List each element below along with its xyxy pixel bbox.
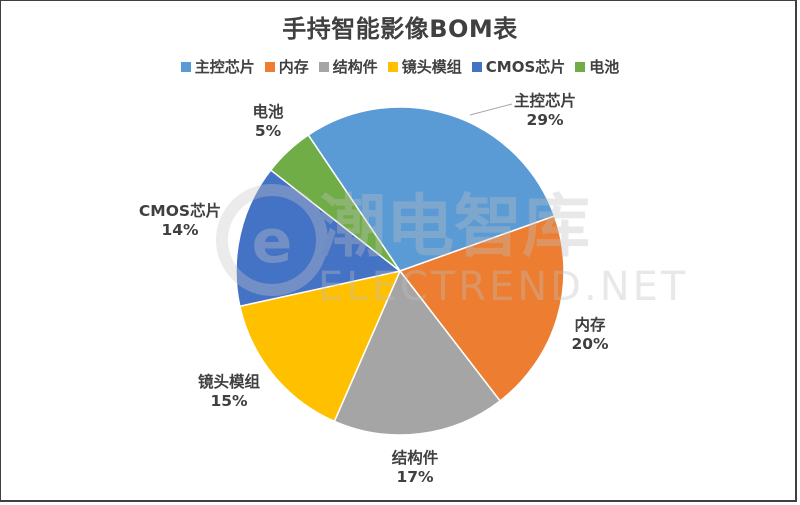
legend-label: CMOS芯片 <box>485 58 566 76</box>
label-name: 主控芯片 <box>513 92 577 110</box>
data-label-memory: 内存 20% <box>571 316 608 354</box>
legend-item-battery[interactable]: 电池 <box>575 56 619 77</box>
label-name: 电池 <box>252 103 284 121</box>
svg-text:潮电智库: 潮电智库 <box>318 188 590 267</box>
legend-label: 电池 <box>589 58 620 76</box>
label-pct: 15% <box>210 392 248 410</box>
label-name: 结构件 <box>391 449 439 467</box>
label-name: CMOS芯片 <box>138 202 222 220</box>
svg-text:e: e <box>252 207 293 277</box>
pie-slices <box>235 106 565 436</box>
data-label-battery: 电池 5% <box>252 103 283 141</box>
legend-item-main-chip[interactable]: 主控芯片 <box>180 56 255 77</box>
data-label-main-chip: 主控芯片 29% <box>514 92 576 130</box>
legend-label: 结构件 <box>332 58 378 76</box>
legend-item-cmos[interactable]: CMOS芯片 <box>471 56 566 77</box>
legend-swatch <box>318 61 329 72</box>
label-pct: 20% <box>571 335 609 353</box>
data-label-cmos: CMOS芯片 14% <box>139 202 221 240</box>
leader-line <box>469 103 513 116</box>
chart-title: 手持智能影像BOM表 <box>282 15 518 43</box>
legend-label: 主控芯片 <box>194 58 255 76</box>
label-pct: 17% <box>396 468 434 486</box>
label-pct: 5% <box>254 122 282 140</box>
legend-label: 镜头模组 <box>401 58 462 76</box>
pie-slice-1[interactable] <box>398 215 565 402</box>
label-pct: 29% <box>526 111 564 129</box>
label-name: 镜头模组 <box>197 373 261 391</box>
legend-swatch <box>387 61 398 72</box>
watermark: e 潮电智库 ELECTREND.NET <box>216 184 688 310</box>
data-label-structure: 结构件 17% <box>392 449 439 487</box>
svg-text:ELECTREND.NET: ELECTREND.NET <box>318 264 688 310</box>
legend-item-lens[interactable]: 镜头模组 <box>387 56 462 77</box>
legend-swatch <box>180 61 191 72</box>
legend-item-memory[interactable]: 内存 <box>264 56 309 77</box>
legend-swatch <box>471 61 482 72</box>
pie-slice-0[interactable] <box>307 106 556 272</box>
label-pct: 14% <box>161 221 199 239</box>
pie-slice-5[interactable] <box>269 133 401 272</box>
legend-item-structure[interactable]: 结构件 <box>318 56 378 77</box>
data-label-lens: 镜头模组 15% <box>198 373 260 411</box>
legend-swatch <box>575 61 586 72</box>
pie-slice-4[interactable] <box>235 168 402 308</box>
chart-legend: 主控芯片 内存 结构件 镜头模组 CMOS芯片 电池 <box>0 56 800 77</box>
pie-slice-2[interactable] <box>333 269 502 436</box>
legend-label: 内存 <box>278 58 309 76</box>
label-name: 内存 <box>574 316 606 334</box>
legend-swatch <box>264 61 275 72</box>
pie-slice-3[interactable] <box>238 269 402 423</box>
